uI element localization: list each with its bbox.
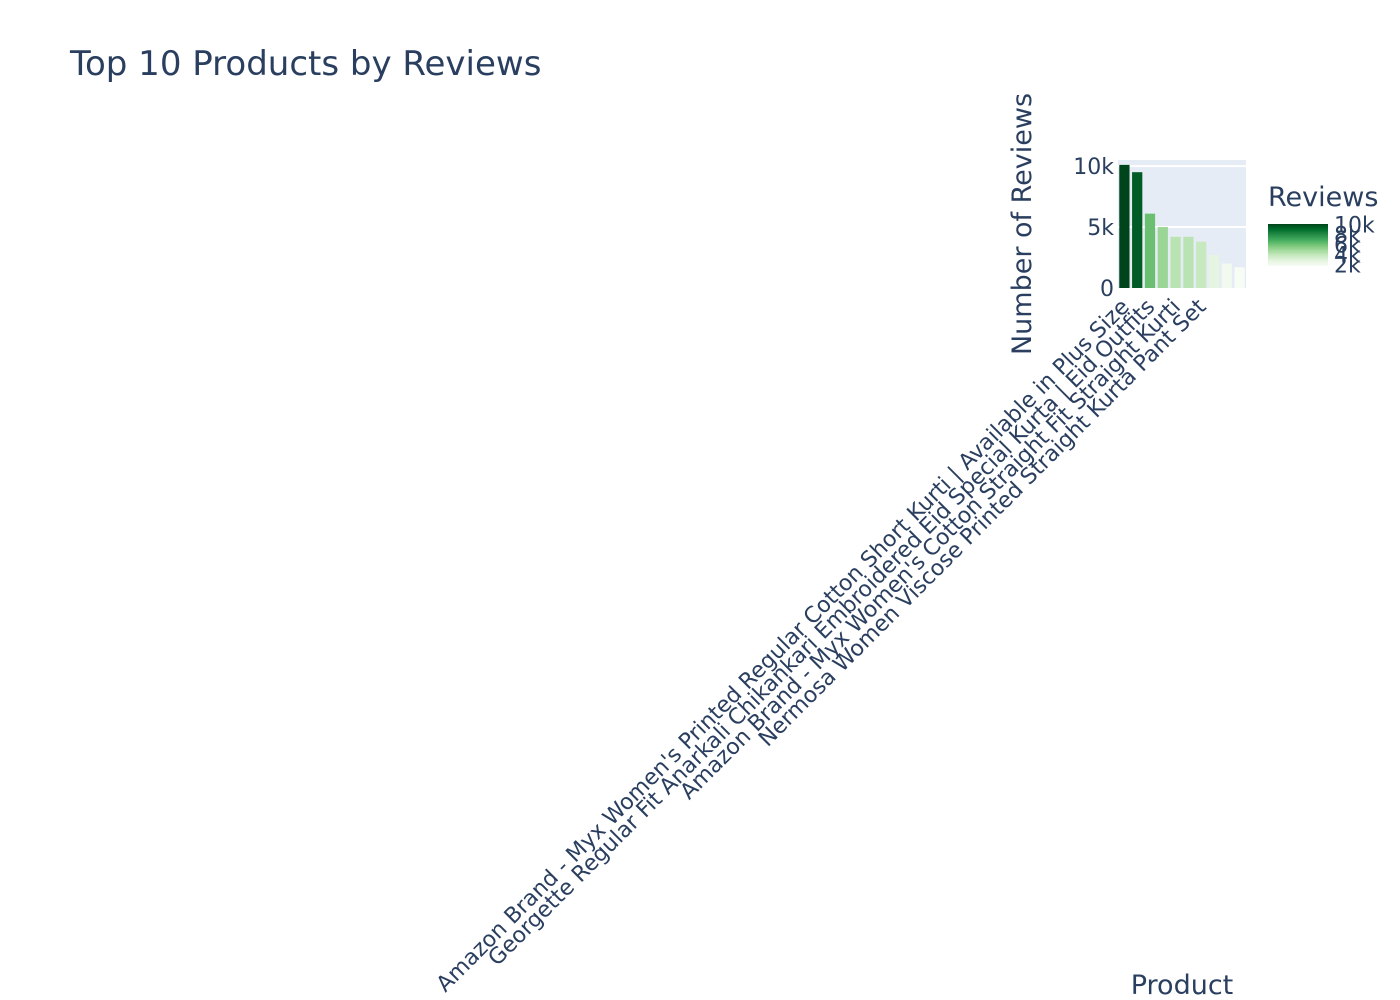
bar[interactable] (1183, 236, 1194, 288)
bar[interactable] (1196, 241, 1207, 288)
y-tick-label: 0 (1100, 277, 1114, 302)
bar[interactable] (1170, 236, 1181, 288)
x-tick-label: Georgette Regular Fit Anarkali Chikankar… (484, 295, 1161, 972)
y-tick-label: 10k (1073, 155, 1114, 180)
bar[interactable] (1132, 172, 1143, 288)
colorbar-tick-label: 6k (1334, 234, 1361, 259)
colorbar-tick-label: 8k (1334, 224, 1361, 249)
x-tick-label: Nermosa Women Viscose Printed Straight K… (754, 294, 1212, 752)
bar[interactable] (1221, 263, 1232, 288)
colorbar-title: Reviews (1268, 182, 1378, 213)
bar[interactable] (1119, 164, 1130, 288)
bar[interactable] (1234, 267, 1245, 288)
bar[interactable] (1157, 227, 1168, 288)
bar[interactable] (1144, 213, 1156, 288)
x-tick-label: Amazon Brand - Myx Women's Cotton Straig… (676, 295, 1186, 805)
y-tick-label: 5k (1087, 216, 1114, 241)
bars (1119, 164, 1245, 288)
y-tick-labels: 0 5k 10k (1073, 155, 1114, 302)
colorbar (1268, 224, 1328, 266)
colorbar-tick-label: 4k (1334, 244, 1361, 269)
chart-title: Top 10 Products by Reviews (70, 44, 542, 84)
colorbar-tick-label: 2k (1334, 254, 1361, 279)
x-tick-label: Amazon Brand - Myx Women's Printed Regul… (432, 295, 1135, 998)
x-axis-title: Product (1131, 970, 1234, 1000)
colorbar-tick-label: 10k (1334, 214, 1375, 239)
bar[interactable] (1208, 255, 1220, 288)
x-tick-labels: Amazon Brand - Myx Women's Printed Regul… (432, 294, 1212, 997)
y-axis-title: Number of Reviews (1007, 93, 1038, 355)
